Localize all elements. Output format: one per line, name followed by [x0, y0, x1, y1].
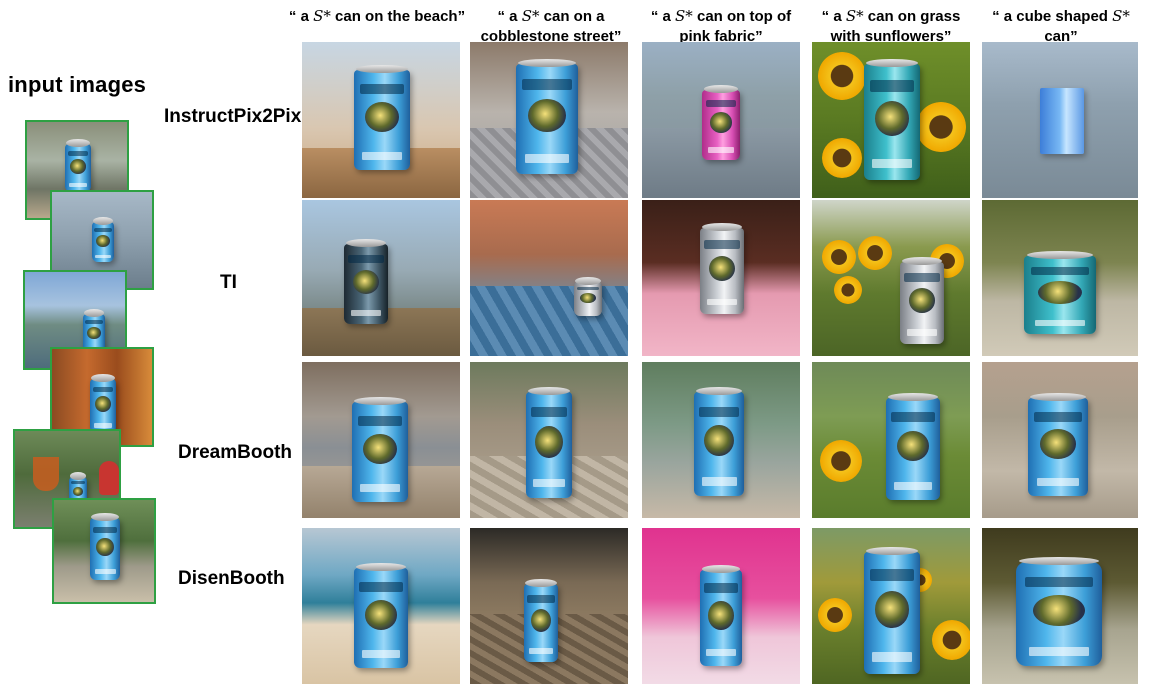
prompt-beach: “ a S* can on the beach” [288, 7, 466, 25]
result-instructpix2pix-cube [982, 42, 1138, 198]
row-label-dreambooth: DreamBooth [178, 442, 293, 463]
result-dreambooth-pink-fabric [642, 362, 800, 518]
result-instructpix2pix-beach [302, 42, 460, 198]
row-label-ti: TI [220, 272, 237, 293]
input-image-5 [13, 429, 121, 529]
result-disenbooth-cobblestone [470, 528, 628, 684]
result-ti-cobblestone [470, 200, 628, 356]
result-disenbooth-pink-fabric [642, 528, 800, 684]
input-image-6 [52, 498, 156, 604]
input-images-title: input images [8, 72, 147, 97]
result-dreambooth-cube [982, 362, 1138, 518]
prompt-pink-fabric: “ a S* can on top of pink fabric” [650, 7, 792, 45]
result-dreambooth-sunflowers [812, 362, 970, 518]
result-ti-pink-fabric [642, 200, 800, 356]
prompt-cube: “ a cube shaped S* can” [992, 7, 1130, 45]
result-disenbooth-sunflowers [812, 528, 970, 684]
result-disenbooth-beach [302, 528, 460, 684]
prompt-cobblestone: “ a S* can on a cobblestone street” [480, 7, 622, 45]
result-ti-cube [982, 200, 1138, 356]
result-ti-sunflowers [812, 200, 970, 356]
result-ti-beach [302, 200, 460, 356]
prompt-sunflowers: “ a S* can on grass with sunflowers” [821, 7, 961, 45]
row-label-disenbooth: DisenBooth [178, 568, 285, 589]
result-dreambooth-beach [302, 362, 460, 518]
result-instructpix2pix-cobblestone [470, 42, 628, 198]
row-label-instructpix2pix: InstructPix2Pix [164, 106, 302, 127]
result-instructpix2pix-sunflowers [812, 42, 970, 198]
result-instructpix2pix-pink-fabric [642, 42, 800, 198]
result-disenbooth-cube [982, 528, 1138, 684]
result-dreambooth-cobblestone [470, 362, 628, 518]
